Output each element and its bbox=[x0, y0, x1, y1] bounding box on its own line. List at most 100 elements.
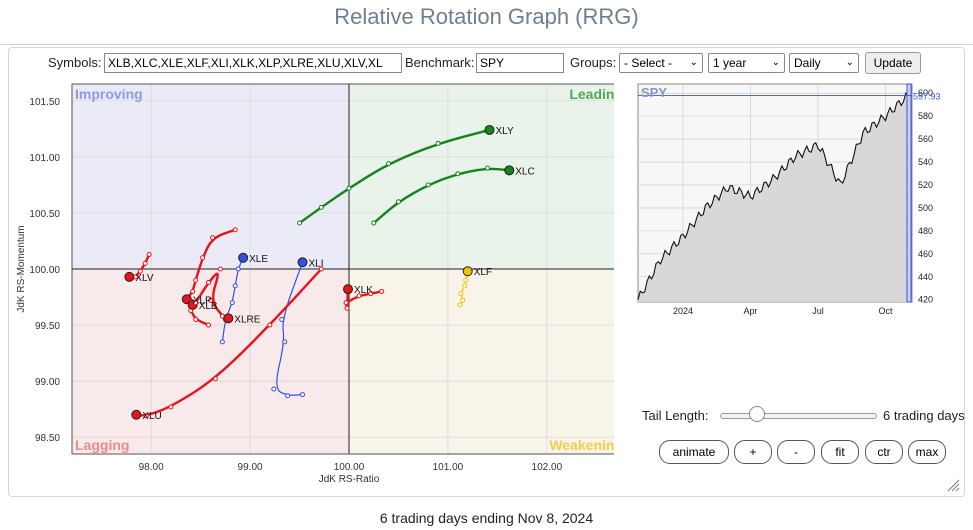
tail-point-xlp bbox=[193, 277, 199, 283]
spy-y-tick-label: 540 bbox=[918, 157, 933, 167]
tail-point-xlu bbox=[212, 376, 218, 382]
tail-point-xlp bbox=[200, 255, 206, 261]
period-select-value: 1 year bbox=[713, 56, 747, 70]
lagging-label: Lagging bbox=[75, 437, 129, 453]
spy-price-line bbox=[637, 92, 909, 300]
y-tick-label: 99.00 bbox=[35, 377, 60, 388]
spy-x-tick-label: Apr bbox=[743, 306, 757, 316]
head-marker-xlf[interactable] bbox=[462, 266, 473, 277]
groups-select[interactable]: - Select - ⌄ bbox=[619, 53, 703, 73]
y-axis-label: JdK RS-Momentum bbox=[16, 225, 27, 312]
series-label-xle: XLE bbox=[249, 254, 268, 265]
zoom-out-button[interactable]: - bbox=[777, 440, 815, 464]
tail-point-xly bbox=[318, 204, 324, 210]
head-marker-xlv[interactable] bbox=[124, 271, 135, 282]
spy-y-tick-label: 480 bbox=[918, 226, 933, 236]
tail-point-xlf bbox=[460, 297, 466, 303]
x-tick-label: 99.00 bbox=[238, 462, 263, 473]
spy-y-tick-label: 580 bbox=[918, 111, 933, 121]
y-tick-label: 101.50 bbox=[29, 97, 60, 108]
head-marker-xlu[interactable] bbox=[131, 409, 142, 420]
tail-point-xli bbox=[300, 392, 306, 398]
weakening-label: Weakening bbox=[549, 437, 614, 453]
x-axis-label: JdK RS-Ratio bbox=[319, 474, 380, 485]
x-tick-label: 100.00 bbox=[334, 462, 365, 473]
tail-xly bbox=[298, 128, 491, 225]
tail-point-xlu bbox=[318, 266, 324, 272]
maximize-button[interactable]: max bbox=[908, 440, 946, 464]
footer-caption: 6 trading days ending Nov 8, 2024 bbox=[379, 510, 594, 526]
plot-frame bbox=[71, 83, 614, 455]
groups-label: Groups: bbox=[570, 55, 617, 70]
head-marker-xlre[interactable] bbox=[223, 313, 234, 324]
x-tick-label: 101.00 bbox=[433, 462, 464, 473]
spy-chart-title: SPY bbox=[641, 85, 667, 100]
tail-point-xlc bbox=[455, 171, 461, 177]
weakening-quadrant bbox=[349, 269, 614, 454]
spy-chart: 420 440 460 480 500 520 540 560 580 600 2024 Apr Jul… bbox=[637, 83, 941, 316]
chevron-down-icon: ⌄ bbox=[689, 57, 698, 68]
head-marker-xlc[interactable] bbox=[504, 165, 515, 176]
tail-length-value: 6 trading days bbox=[883, 408, 965, 423]
zoom-in-button[interactable]: + bbox=[734, 440, 772, 464]
series-label-xlu: XLU bbox=[142, 411, 161, 422]
tail-point-xlc bbox=[371, 220, 377, 226]
tail-point-xlre bbox=[193, 300, 199, 306]
head-marker-xly[interactable] bbox=[484, 124, 495, 135]
head-marker-xlk[interactable] bbox=[343, 284, 354, 295]
head-marker-xli[interactable] bbox=[297, 257, 308, 268]
tail-xlre bbox=[194, 272, 230, 320]
tail-length-slider[interactable] bbox=[720, 413, 877, 419]
series-label-xlre: XLRE bbox=[234, 314, 260, 325]
center-button[interactable]: ctr bbox=[865, 440, 903, 464]
resize-handle-icon[interactable] bbox=[946, 478, 960, 492]
tail-point-xli bbox=[282, 339, 288, 345]
tail-point-xlp bbox=[209, 235, 215, 241]
rrg-chart: 98.00 99.00 100.00 101.00 102.00 101.50 101.00… bbox=[16, 83, 614, 485]
tail-xli bbox=[276, 261, 304, 396]
tail-point-xly bbox=[346, 185, 352, 191]
series-label-xlv: XLV bbox=[135, 273, 153, 284]
benchmark-label: Benchmark: bbox=[405, 55, 475, 70]
tail-point-xle bbox=[235, 266, 241, 272]
y-tick-label: 100.00 bbox=[29, 265, 60, 276]
frequency-select[interactable]: Daily ⌄ bbox=[789, 53, 859, 73]
fit-button[interactable]: fit bbox=[821, 440, 859, 464]
tail-point-xlp bbox=[190, 288, 196, 294]
spy-y-tick-label: 600 bbox=[918, 88, 933, 98]
update-button[interactable]: Update bbox=[865, 52, 921, 74]
tail-xlu bbox=[135, 267, 323, 417]
series-label-xli: XLI bbox=[309, 258, 324, 269]
tail-point-xly bbox=[386, 161, 392, 167]
tail-point-xlp bbox=[232, 227, 238, 233]
y-tick-label: 101.00 bbox=[29, 153, 60, 164]
spy-x-tick-label: Oct bbox=[878, 306, 893, 316]
spy-last-value: 597.93 bbox=[913, 92, 941, 102]
tail-point-xlre bbox=[208, 297, 213, 303]
period-select[interactable]: 1 year ⌄ bbox=[708, 53, 785, 73]
tail-point-xlf bbox=[463, 277, 469, 283]
tail-point-xlu bbox=[143, 413, 149, 419]
tail-point-xlf bbox=[462, 283, 468, 289]
tail-point-xlu bbox=[168, 404, 174, 410]
leading-quadrant bbox=[349, 84, 614, 269]
benchmark-input[interactable]: SPY bbox=[476, 53, 564, 73]
spy-x-tick-label: Jul bbox=[812, 306, 824, 316]
tail-point-xlf bbox=[458, 291, 464, 297]
tail-point-xlc bbox=[425, 182, 431, 188]
tail-point-xli bbox=[285, 393, 291, 399]
tail-point-xle bbox=[219, 339, 225, 345]
series-label-xly: XLY bbox=[495, 126, 513, 137]
animate-button[interactable]: animate bbox=[659, 440, 729, 464]
tail-point-xlc bbox=[395, 199, 401, 205]
tail-point-xlv bbox=[142, 260, 148, 266]
symbols-input[interactable]: XLB,XLC,XLE,XLF,XLI,XLK,XLP,XLRE,XLU,XLV… bbox=[104, 53, 402, 73]
x-tick-label: 102.00 bbox=[532, 462, 563, 473]
y-tick-label: 98.50 bbox=[35, 433, 60, 444]
tail-length-slider-thumb[interactable] bbox=[748, 406, 765, 422]
series-label-xlk: XLK bbox=[354, 285, 373, 296]
head-marker-xle[interactable] bbox=[238, 252, 249, 263]
tail-point-xlre bbox=[217, 266, 223, 272]
page-title: Relative Rotation Graph (RRG) bbox=[334, 4, 639, 29]
spy-highlight-window bbox=[906, 83, 912, 303]
